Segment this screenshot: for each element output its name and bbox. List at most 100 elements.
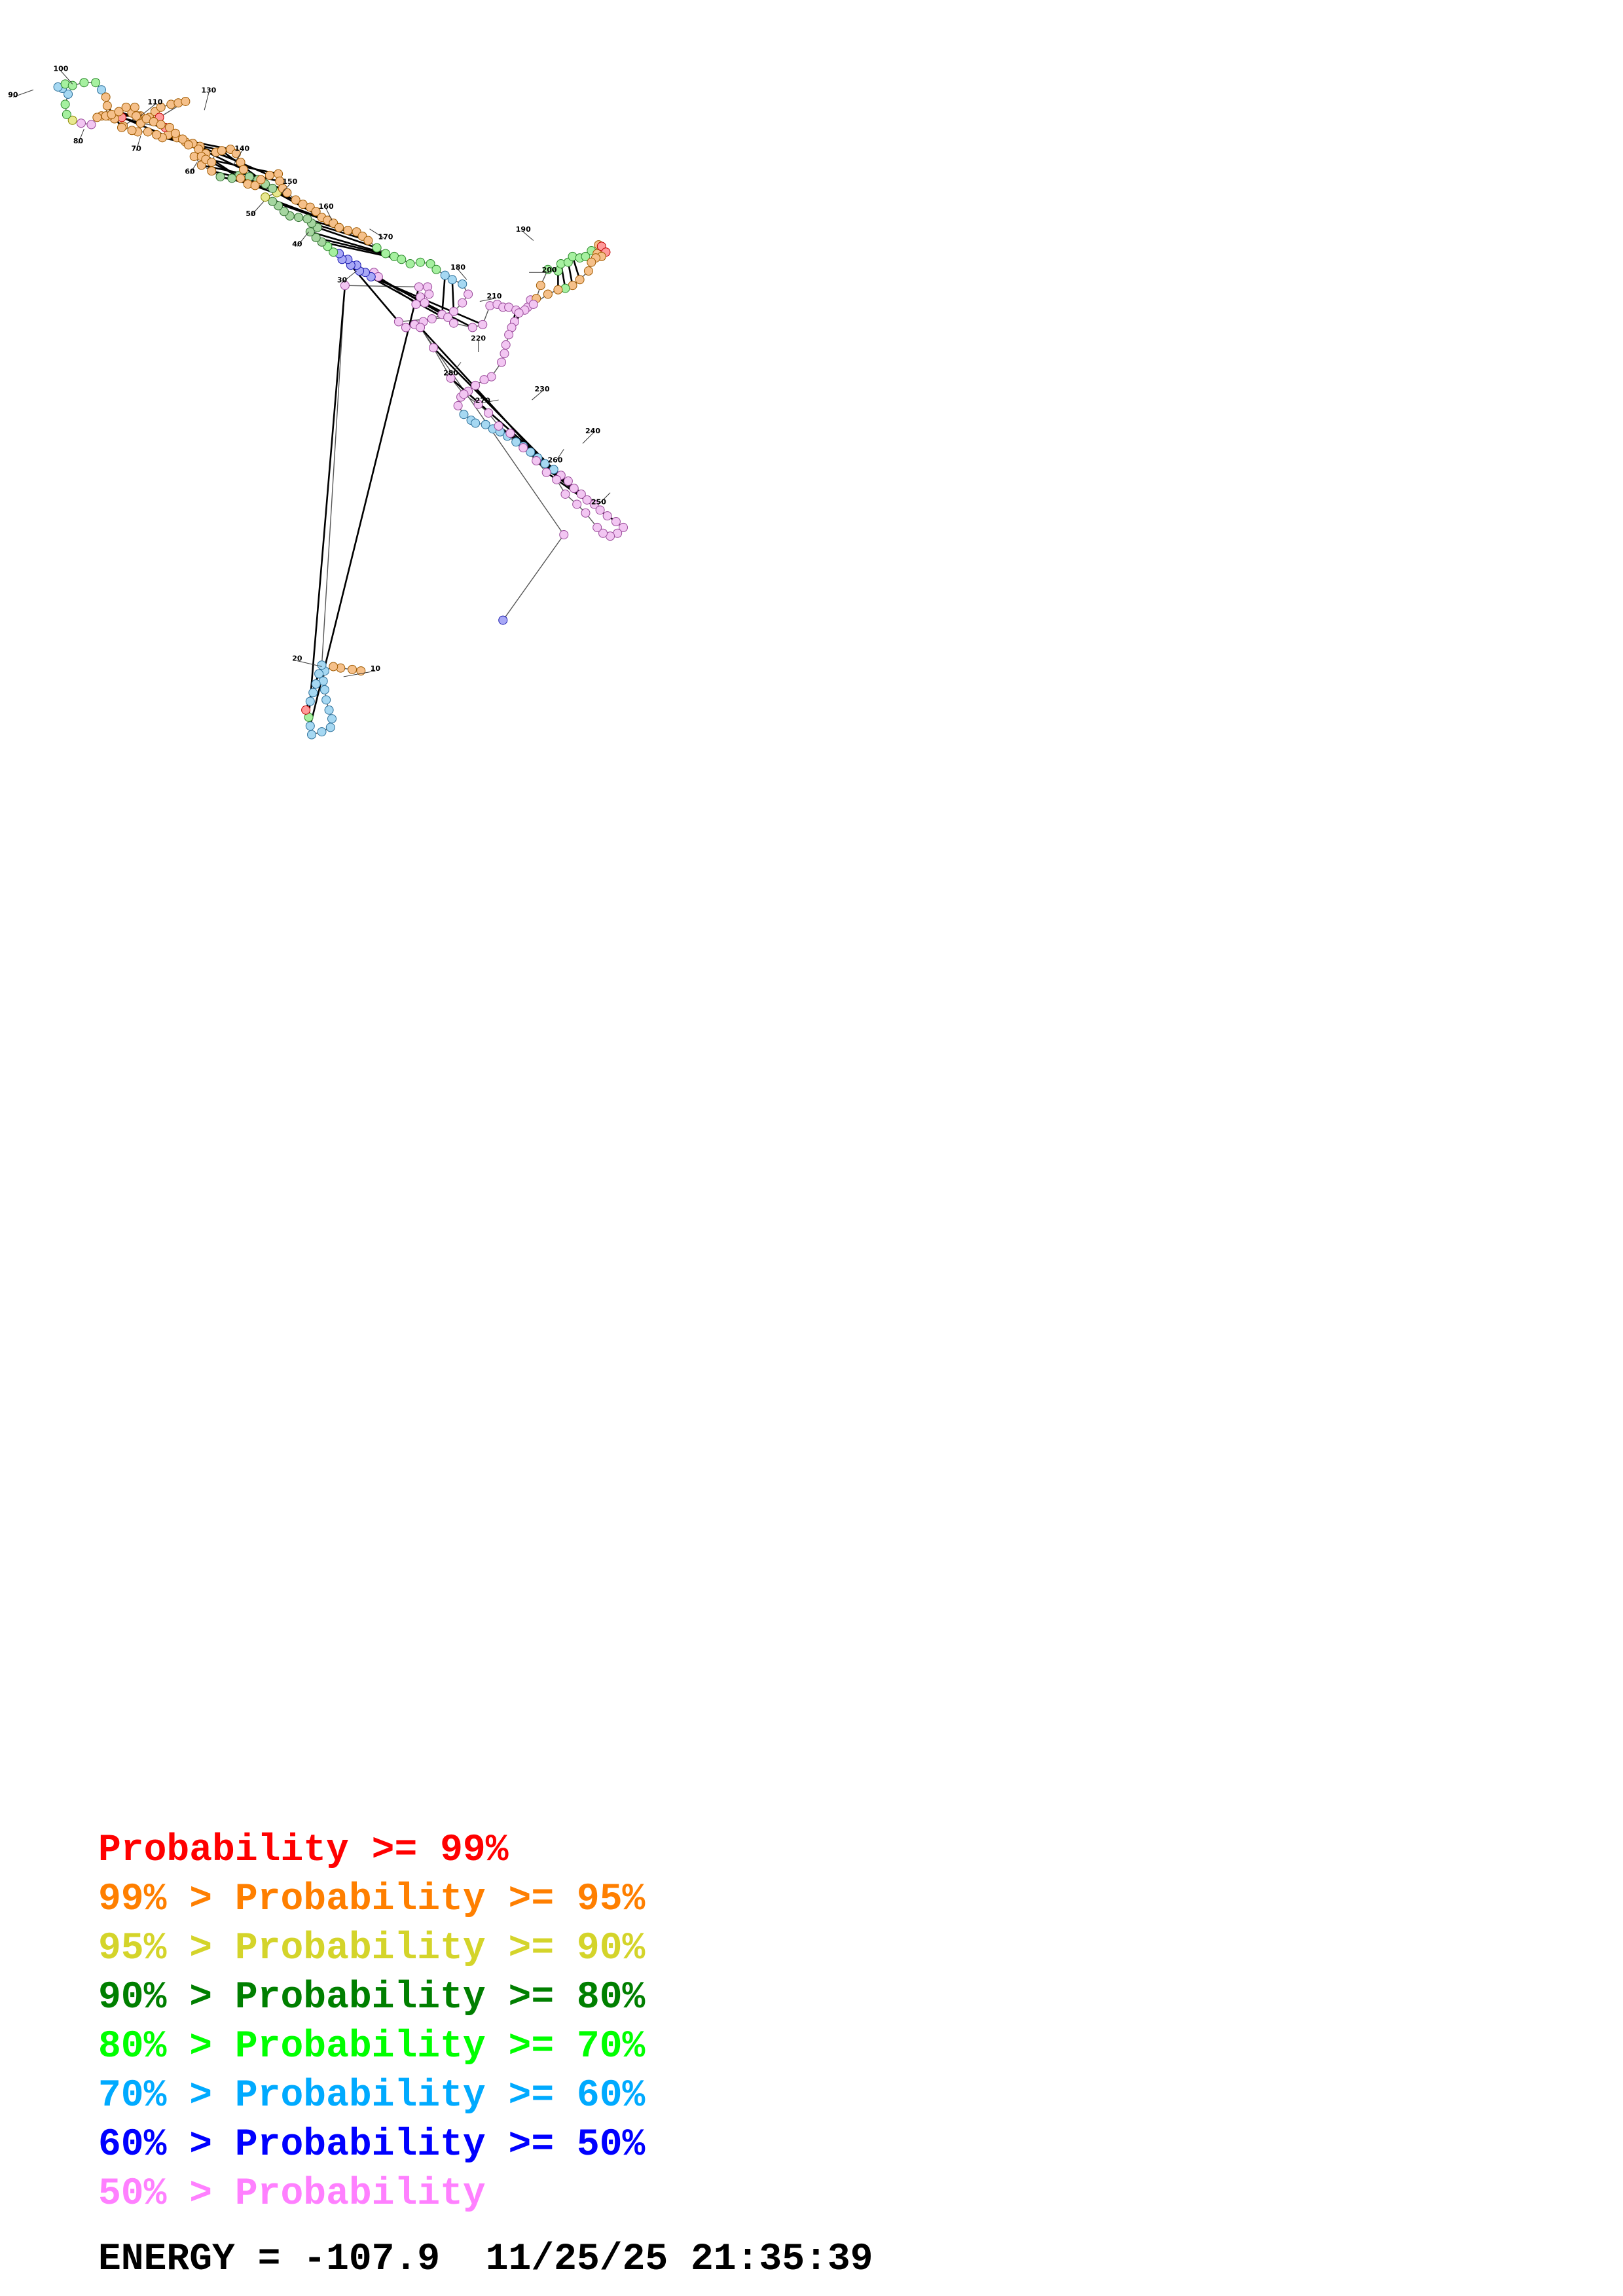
base-pair-bond [420, 327, 546, 465]
nucleotide [448, 318, 458, 328]
nucleotide [62, 109, 71, 119]
legend-label: Probability >= 80% [234, 1977, 646, 2019]
nucleotide [264, 170, 274, 180]
nucleotide [448, 307, 458, 317]
nucleotide [132, 111, 141, 121]
nucleotide [598, 528, 608, 538]
position-label: 240 [585, 427, 600, 435]
nucleotide [519, 443, 528, 453]
energy-value: -107.9 [303, 2238, 441, 2281]
nucleotide [86, 120, 96, 130]
nucleotide [414, 282, 424, 292]
nucleotide [611, 517, 621, 527]
nucleotide [207, 166, 217, 176]
nucleotide [453, 401, 463, 410]
position-tick [325, 208, 333, 221]
position-tick [78, 128, 84, 144]
nucleotide [311, 233, 321, 243]
position-label: 210 [486, 292, 501, 300]
nucleotide [498, 615, 508, 625]
nucleotide [481, 420, 490, 429]
position-tick [343, 670, 376, 677]
position-tick [12, 89, 34, 98]
nucleotide [514, 308, 524, 318]
nucleotide [397, 255, 407, 264]
legend-row-2: 95% > Probability >= 90% [98, 1924, 1146, 1973]
nucleotide [76, 118, 86, 128]
position-label: 110 [147, 98, 162, 106]
position-tick [297, 231, 309, 247]
nucleotide [305, 696, 315, 706]
nucleotide [569, 484, 579, 493]
nucleotide [261, 192, 270, 202]
position-tick [233, 150, 243, 166]
nucleotide [393, 317, 403, 327]
nucleotide [543, 289, 553, 299]
base-pair-bond [451, 279, 455, 312]
nucleotide [560, 489, 570, 499]
nucleotide [501, 340, 511, 350]
position-tick [250, 201, 264, 217]
nucleotide [207, 157, 217, 167]
nucleotide [540, 459, 550, 469]
nucleotide [575, 275, 585, 285]
nucleotide [60, 99, 70, 109]
position-label: 50 [246, 209, 256, 218]
position-tick [369, 228, 386, 240]
nucleotide [595, 505, 605, 515]
nucleotide [572, 499, 582, 509]
nucleotide [405, 259, 415, 268]
nucleotide [64, 89, 73, 99]
nucleotide [238, 165, 248, 175]
nucleotide [363, 236, 373, 245]
base-pairs [105, 105, 617, 726]
nucleotide [101, 92, 111, 102]
nucleotide [532, 456, 541, 466]
position-tick [483, 399, 499, 403]
base-pair-bond [308, 285, 346, 718]
nucleotide [504, 330, 514, 340]
nucleotide [319, 685, 329, 694]
position-tick [532, 391, 543, 401]
nucleotide [479, 375, 489, 385]
nucleotide [183, 140, 193, 150]
nucleotide [458, 298, 467, 308]
position-label: 30 [337, 276, 348, 285]
legend-row-5: 70% > Probability >= 60% [98, 2072, 1146, 2121]
legend-prefix: 50% > [98, 2173, 235, 2215]
legend-prefix: 60% > [98, 2124, 235, 2166]
nucleotide [401, 323, 410, 332]
nucleotide [497, 357, 507, 367]
nucleotide [305, 721, 315, 731]
nucleotide [308, 688, 318, 698]
nucleotide [121, 102, 131, 112]
nucleotide [563, 476, 573, 486]
nucleotide [424, 289, 434, 299]
nucleotide [478, 319, 488, 329]
nucleotide [458, 279, 467, 289]
legend-row-7: 50% > Probability [98, 2170, 1146, 2219]
nucleotide [446, 373, 456, 383]
nucleotide [282, 188, 292, 198]
nucleotide [329, 662, 338, 672]
nucleotide [443, 312, 453, 322]
position-tick [450, 362, 462, 376]
position-label: 170 [378, 232, 393, 241]
legend-row-3: 90% > Probability >= 80% [98, 1973, 1146, 2022]
position-label: 260 [547, 456, 562, 464]
nucleotide [215, 172, 225, 182]
position-label: 230 [535, 385, 550, 393]
position-label: 200 [542, 266, 557, 274]
nucleotide [301, 705, 311, 715]
nucleotide [440, 270, 450, 280]
nucleotide [335, 223, 344, 232]
position-tick [522, 231, 534, 241]
nucleotide [582, 495, 592, 505]
legend-prefix: 80% > [98, 2026, 235, 2068]
nucleotide [177, 134, 187, 144]
legend-prefix: 99% > [98, 1878, 235, 1921]
position-label: 270 [475, 396, 490, 404]
backbone-line [56, 82, 625, 736]
nucleotide [67, 81, 77, 90]
